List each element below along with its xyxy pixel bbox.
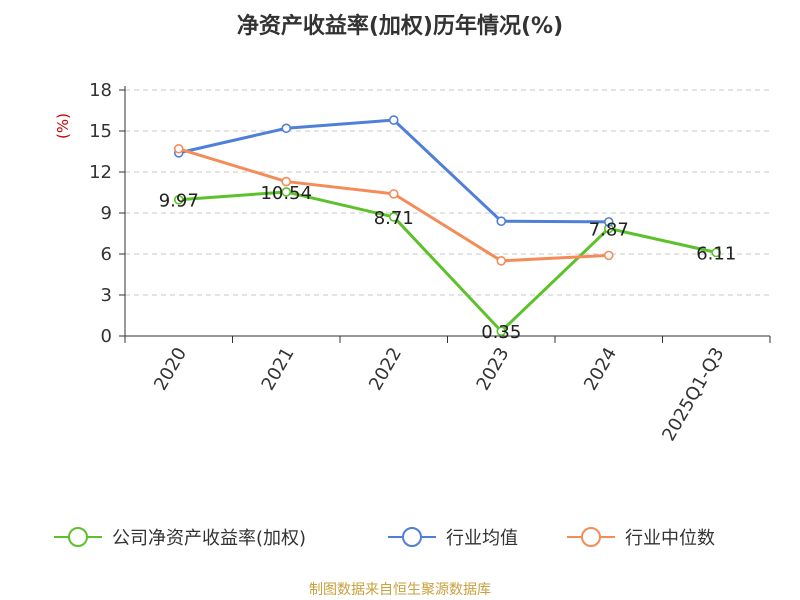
legend-item-2: 行业中位数	[567, 527, 715, 549]
axes: 0 3 6 9 12 15 18 2020 2021 2022 2023 2024 2025Q1-Q3	[89, 80, 771, 445]
data-point	[173, 143, 184, 154]
source-note: 制图数据来自恒生聚源数据库	[309, 582, 491, 598]
legend-swatch-marker	[68, 527, 88, 547]
y-tick-label: 15	[89, 121, 112, 142]
grid-lines	[125, 89, 770, 296]
series-2	[173, 143, 614, 266]
legend-swatch-marker	[402, 527, 422, 547]
legend-item-0: 公司净资产收益率(加权)	[54, 527, 306, 549]
series-0	[173, 187, 722, 337]
chart-title: 净资产收益率(加权)历年情况(%)	[237, 13, 563, 39]
y-tick-label: 12	[89, 162, 112, 183]
data-point	[603, 217, 614, 227]
data-point	[388, 115, 399, 125]
series-1	[173, 115, 614, 227]
data-label: 0.35	[481, 322, 521, 343]
data-point	[388, 212, 399, 222]
y-tick-label: 9	[101, 203, 112, 224]
data-point	[281, 176, 292, 187]
data-point	[281, 187, 292, 197]
legend-item-1: 行业均值	[388, 527, 518, 549]
series-line	[178, 147, 609, 263]
data-point	[281, 123, 292, 134]
x-tick-label: 2020	[150, 344, 191, 394]
x-tick-label: 2025Q1-Q3	[658, 344, 728, 445]
series-lines	[173, 115, 722, 337]
x-tick-label: 2024	[580, 344, 621, 394]
series-line	[178, 118, 609, 224]
series-line	[178, 190, 717, 333]
legend: 公司净资产收益率(加权) 行业均值 行业中位数	[54, 527, 715, 549]
data-point	[711, 247, 722, 258]
y-tick-label: 3	[101, 285, 112, 306]
data-point	[496, 326, 507, 337]
data-label: 9.97	[159, 191, 199, 212]
legend-label: 行业均值	[446, 528, 518, 549]
data-label: 10.54	[260, 183, 312, 204]
y-tick-label: 18	[89, 80, 112, 101]
data-label: 6.11	[696, 243, 736, 264]
y-tick-label: 0	[101, 326, 112, 347]
data-labels: 9.97 10.54 8.71 0.35 7.87 6.11	[159, 183, 737, 343]
legend-label: 行业中位数	[625, 528, 715, 549]
data-label: 8.71	[374, 208, 414, 229]
data-point	[496, 256, 507, 266]
legend-label: 公司净资产收益率(加权)	[112, 528, 306, 549]
y-tick-label: 6	[101, 244, 112, 265]
legend-swatch-marker	[581, 527, 601, 547]
x-tick-label: 2021	[257, 344, 298, 394]
data-label: 7.87	[589, 219, 629, 240]
x-tick-label: 2023	[472, 344, 513, 394]
data-point	[388, 189, 399, 199]
y-axis-unit-label: (%)	[54, 113, 72, 139]
data-point	[603, 250, 614, 261]
x-tick-label: 2022	[365, 344, 406, 394]
data-point	[173, 194, 184, 205]
data-point	[496, 216, 507, 226]
